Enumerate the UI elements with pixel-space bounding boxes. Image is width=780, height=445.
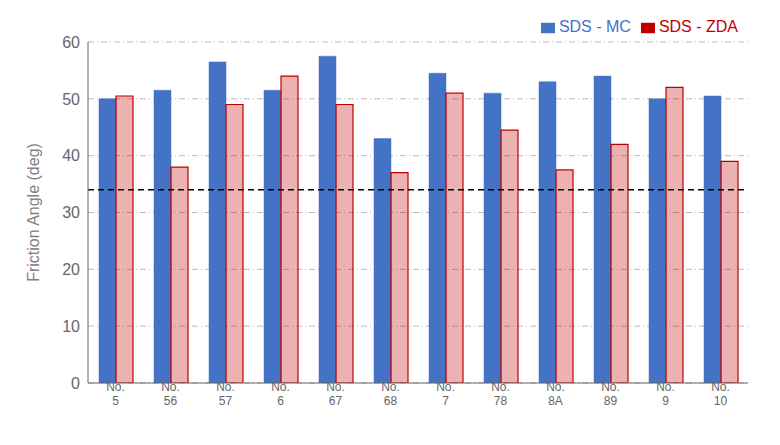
svg-text:20: 20 [62,261,80,278]
svg-text:0: 0 [71,375,80,392]
svg-text:No.57: No.57 [216,380,235,408]
svg-text:30: 30 [62,204,80,221]
svg-text:60: 60 [62,34,80,51]
svg-text:No.6: No.6 [271,380,290,408]
svg-text:No.67: No.67 [326,380,345,408]
svg-text:No.68: No.68 [381,380,400,408]
svg-text:No.5: No.5 [106,380,125,408]
svg-text:No.89: No.89 [601,380,620,408]
svg-text:No.78: No.78 [491,380,510,408]
svg-text:10: 10 [62,318,80,335]
svg-text:No.10: No.10 [711,380,730,408]
svg-text:No.8A: No.8A [546,380,565,408]
svg-text:No.56: No.56 [161,380,180,408]
svg-text:No.9: No.9 [656,380,675,408]
html-text:SDS - MC: SDS - MC [558,18,631,35]
html-text:SDS - ZDA: SDS - ZDA [658,18,738,35]
svg-text:No.7: No.7 [436,380,455,408]
svg-text:50: 50 [62,91,80,108]
svg-text:40: 40 [62,147,80,164]
svg-text:Friction Angle (deg): Friction Angle (deg) [25,143,42,282]
